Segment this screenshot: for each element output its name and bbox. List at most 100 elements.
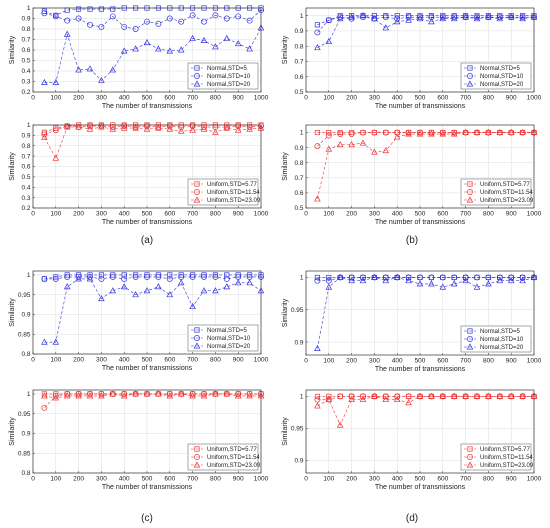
x-tick-label: 500 [415, 211, 426, 218]
data-point [462, 128, 469, 135]
data-point [189, 126, 196, 133]
data-point [189, 391, 196, 397]
data-point [166, 125, 174, 132]
data-point [63, 283, 71, 290]
y-axis-label: Similarity [282, 298, 289, 327]
data-point [52, 338, 60, 345]
data-point [473, 15, 481, 22]
data-point [98, 123, 105, 130]
plot-frame [305, 124, 535, 209]
x-tick-label: 600 [164, 95, 175, 102]
data-point [143, 125, 151, 132]
data-point [64, 123, 71, 129]
data-point [109, 125, 117, 132]
plot-frame [305, 7, 535, 93]
data-point [64, 273, 71, 280]
data-point [428, 130, 435, 137]
x-tick-label: 700 [187, 476, 198, 483]
data-point [382, 393, 389, 400]
plot-frame [305, 270, 535, 356]
data-point [405, 274, 412, 281]
legend-marker [467, 446, 473, 452]
data-point [406, 274, 412, 281]
data-point [451, 14, 458, 21]
data-point [485, 13, 492, 20]
y-tick-label: 0.9 [294, 145, 303, 152]
data-point [234, 126, 242, 133]
data-point [451, 129, 458, 136]
legend-marker [467, 454, 473, 460]
data-point [428, 274, 435, 281]
data-point [166, 392, 174, 399]
data-point [382, 24, 390, 31]
data-point [519, 128, 526, 135]
x-tick-label: 1000 [254, 95, 269, 102]
data-point [87, 273, 93, 280]
x-tick-label: 300 [96, 476, 107, 483]
data-point [348, 140, 355, 148]
data-point [428, 14, 435, 21]
data-point [75, 15, 82, 22]
legend: Normal,STD=5 Normal,STD=10 Normal,STD=20 [460, 62, 532, 90]
data-point [485, 128, 492, 135]
x-tick-label: 600 [437, 358, 448, 365]
data-point [439, 15, 447, 22]
x-tick-label: 200 [346, 95, 357, 102]
data-point [166, 47, 174, 54]
data-point [87, 21, 93, 28]
plot-frame [305, 389, 535, 474]
data-point [246, 45, 253, 52]
data-point [223, 34, 231, 41]
data-point [98, 275, 105, 282]
data-point [223, 390, 231, 397]
data-point [416, 130, 424, 137]
y-tick-label: 0.3 [21, 79, 30, 86]
x-tick-label: 400 [392, 476, 403, 483]
data-point [371, 273, 378, 280]
data-point [190, 272, 196, 278]
legend-marker [466, 196, 474, 203]
x-tick-label: 0 [31, 476, 35, 483]
y-tick-label: 0.95 [18, 411, 31, 418]
data-point [371, 148, 378, 155]
data-point [201, 391, 207, 397]
data-point [440, 274, 446, 281]
legend-entry: Normal,STD=20 [480, 82, 524, 88]
x-tick-label: 500 [415, 476, 426, 483]
data-point [394, 393, 401, 400]
data-point [132, 273, 139, 280]
y-tick-label: 0.8 [294, 43, 303, 50]
series-line [44, 276, 261, 280]
data-point [246, 392, 253, 399]
data-point [166, 275, 173, 282]
data-point [325, 17, 332, 24]
x-tick-label: 1000 [254, 357, 269, 364]
data-point [98, 76, 105, 83]
data-point [450, 130, 458, 137]
legend: Normal,STD=5 Normal,STD=10 Normal,STD=20 [187, 62, 259, 90]
data-point [405, 393, 412, 400]
data-point [416, 392, 424, 399]
data-point [348, 13, 355, 20]
legend-entry: Normal,STD=10 [480, 74, 524, 80]
data-point [121, 123, 128, 129]
x-tick-label: 600 [437, 211, 448, 218]
data-point [462, 277, 469, 284]
data-point [201, 273, 207, 280]
x-tick-label: 700 [187, 95, 198, 102]
data-point [382, 14, 389, 21]
data-point [110, 6, 116, 12]
x-tick-label: 800 [483, 95, 494, 102]
data-point [132, 45, 139, 52]
data-point [326, 274, 332, 281]
data-point [64, 17, 71, 24]
series-triangle [41, 275, 265, 345]
data-point [326, 393, 332, 399]
data-point [336, 140, 344, 148]
data-point [235, 391, 242, 397]
data-point [235, 123, 242, 129]
y-tick-label: 0.4 [21, 68, 30, 75]
x-axis-label: The number of transmissions [375, 219, 466, 226]
y-tick-label: 0.5 [21, 174, 30, 181]
data-point [98, 6, 104, 12]
